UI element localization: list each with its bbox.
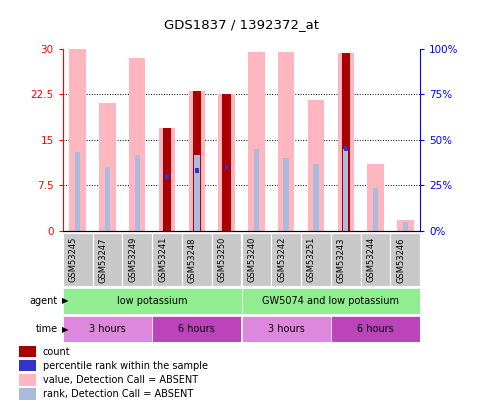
Text: agent: agent xyxy=(30,296,58,306)
Text: GSM53245: GSM53245 xyxy=(69,237,78,282)
Bar xyxy=(278,52,294,231)
Bar xyxy=(225,164,228,169)
Bar xyxy=(105,167,110,231)
Bar xyxy=(248,52,265,231)
Bar xyxy=(341,53,350,231)
Bar xyxy=(19,346,36,357)
Bar xyxy=(271,233,301,286)
Bar xyxy=(189,91,205,231)
Bar xyxy=(193,91,201,231)
Text: count: count xyxy=(43,347,71,357)
Text: GSM53248: GSM53248 xyxy=(188,237,197,283)
Bar xyxy=(301,233,331,286)
Bar xyxy=(242,316,331,342)
Bar xyxy=(361,233,390,286)
Bar xyxy=(403,222,408,231)
Text: GSM53250: GSM53250 xyxy=(218,237,227,282)
Bar xyxy=(63,316,152,342)
Bar xyxy=(194,155,199,231)
Bar xyxy=(254,149,259,231)
Text: 3 hours: 3 hours xyxy=(89,324,126,334)
Text: GSM53243: GSM53243 xyxy=(337,237,346,283)
Text: value, Detection Call = ABSENT: value, Detection Call = ABSENT xyxy=(43,375,198,385)
Text: GSM53241: GSM53241 xyxy=(158,237,167,282)
Text: GSM53246: GSM53246 xyxy=(397,237,405,283)
Bar xyxy=(368,164,384,231)
Text: 3 hours: 3 hours xyxy=(268,324,305,334)
Text: 6 hours: 6 hours xyxy=(357,324,394,334)
Bar xyxy=(152,233,182,286)
Bar xyxy=(331,316,420,342)
Bar xyxy=(135,155,140,231)
Text: GSM53247: GSM53247 xyxy=(99,237,108,283)
Text: ▶: ▶ xyxy=(62,324,68,334)
Bar xyxy=(19,374,36,386)
Bar xyxy=(331,233,361,286)
Bar xyxy=(344,147,348,151)
Bar xyxy=(343,149,348,231)
Text: percentile rank within the sample: percentile rank within the sample xyxy=(43,361,208,371)
Text: GSM53244: GSM53244 xyxy=(367,237,376,282)
Bar xyxy=(182,233,212,286)
Bar xyxy=(165,174,169,179)
Bar xyxy=(159,128,175,231)
Text: GSM53240: GSM53240 xyxy=(247,237,256,282)
Bar xyxy=(63,288,242,314)
Bar xyxy=(19,388,36,400)
Bar xyxy=(218,94,235,231)
Bar xyxy=(284,158,289,231)
Bar xyxy=(19,360,36,371)
Text: GSM53242: GSM53242 xyxy=(277,237,286,282)
Bar xyxy=(373,188,378,231)
Bar xyxy=(99,103,115,231)
Bar xyxy=(223,94,231,231)
Bar xyxy=(152,316,242,342)
Bar xyxy=(242,288,420,314)
Bar xyxy=(338,53,354,231)
Text: GSM53251: GSM53251 xyxy=(307,237,316,282)
Text: low potassium: low potassium xyxy=(117,296,187,306)
Text: time: time xyxy=(36,324,58,334)
Text: ▶: ▶ xyxy=(62,296,68,305)
Text: GSM53249: GSM53249 xyxy=(128,237,137,282)
Text: GDS1837 / 1392372_at: GDS1837 / 1392372_at xyxy=(164,18,319,31)
Bar xyxy=(195,168,199,173)
Text: rank, Detection Call = ABSENT: rank, Detection Call = ABSENT xyxy=(43,389,193,399)
Bar xyxy=(122,233,152,286)
Bar xyxy=(313,164,319,231)
Text: GW5074 and low potassium: GW5074 and low potassium xyxy=(262,296,399,306)
Bar xyxy=(212,233,242,286)
Bar xyxy=(397,220,413,231)
Bar xyxy=(75,152,80,231)
Bar xyxy=(163,128,171,231)
Bar xyxy=(93,233,122,286)
Bar xyxy=(242,233,271,286)
Bar xyxy=(63,233,93,286)
Bar xyxy=(129,58,145,231)
Bar xyxy=(70,49,86,231)
Bar xyxy=(308,100,324,231)
Text: 6 hours: 6 hours xyxy=(178,324,215,334)
Bar xyxy=(390,233,420,286)
